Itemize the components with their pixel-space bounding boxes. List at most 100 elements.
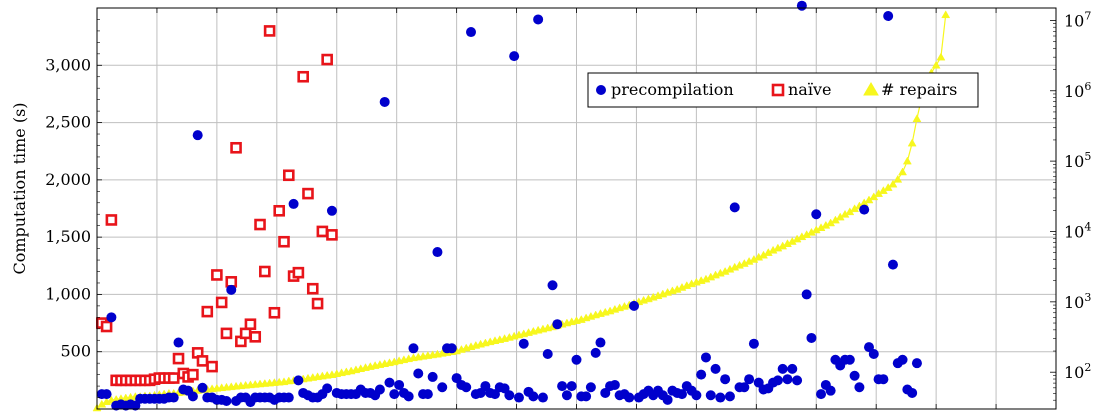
precompilation-point [777,363,788,374]
precompilation-point [537,392,548,403]
precompilation-point [590,347,601,358]
precompilation-point [724,391,735,402]
series-naive [95,25,338,387]
precompilation-point [326,205,337,216]
precompilation-point [624,392,635,403]
repairs-point [898,167,907,176]
tick-exponent: 5 [1084,150,1091,163]
precompilation-point [533,14,544,25]
precompilation-point [518,338,529,349]
repairs-point [941,10,951,19]
precompilation-point [748,338,759,349]
tick-exponent: 7 [1084,9,1091,22]
precompilation-point [792,375,803,386]
naive-point [326,229,338,241]
precompilation-point [427,371,438,382]
repairs-point [907,138,917,147]
precompilation-point [581,391,592,402]
precompilation-point [897,354,908,365]
precompilation-point [106,312,117,323]
precompilation-point [705,390,716,401]
right-axis-tick-labels: 102 103 104 105 106 107 [1064,9,1091,382]
y-left-tick-label: 1,500 [45,227,91,246]
precompilation-point [662,394,673,405]
y-left-tick-label: 2,500 [45,113,91,132]
naive-point [167,372,180,384]
precompilation-point [432,247,443,258]
naive-point [206,360,218,373]
y-left-tick-label: 2,000 [45,170,91,189]
naive-point [316,225,329,238]
series-precompilation [96,0,922,411]
precompilation-point [293,375,304,386]
naive-point [306,282,319,295]
naive-point [273,204,286,217]
precompilation-point [887,259,898,270]
naive-point [249,331,262,343]
precompilation-point [101,389,112,400]
precompilation-point [715,392,726,403]
precompilation-point [844,354,855,365]
precompilation-point [547,280,558,291]
tick-exponent: 3 [1084,291,1091,304]
naive-point [282,169,295,182]
y-right-tick-label: 104 [1064,220,1091,241]
grid-lines [97,8,1056,409]
precompilation-point [504,390,515,401]
precompilation-point [422,389,433,400]
naive-point [239,327,252,340]
precompilation-point [729,202,740,213]
precompilation-point [744,374,755,385]
precompilation-point [595,337,606,348]
precompilation-point [566,381,577,392]
naive-point [268,306,281,319]
naive-point [187,368,199,381]
precompilation-point [676,389,687,400]
axis-ticks [97,8,1056,410]
naive-point [311,297,324,310]
legend-marker-repairs [863,82,879,96]
precompilation-point [197,382,208,393]
precompilation-point [907,387,918,398]
precompilation-point [509,51,520,62]
precompilation-point [528,391,539,402]
y-left-tick-label: 1,000 [45,284,91,303]
precompilation-point [446,343,457,354]
naive-point [220,327,233,340]
precompilation-point [816,389,827,400]
precompilation-point [552,319,563,330]
y-right-tick-label: 105 [1064,150,1091,171]
precompilation-point [696,369,707,380]
y-right-tick-label: 106 [1064,80,1091,101]
repairs-point [902,156,912,165]
naive-point [100,320,113,333]
y-right-tick-label: 103 [1064,291,1091,312]
precompilation-point [466,27,477,38]
tick-exponent: 4 [1084,220,1091,233]
precompilation-point [221,395,232,406]
naive-point [263,25,276,37]
naive-point [172,352,185,365]
naive-point [292,266,305,279]
repairs-point [936,52,946,61]
precompilation-point [854,382,865,393]
precompilation-point [585,382,596,393]
precompilation-point [561,390,572,401]
precompilation-point [374,384,385,395]
precompilation-point [849,370,860,381]
precompilation-point [461,382,472,393]
repairs-point [931,60,941,69]
naive-point [215,296,228,309]
precompilation-point [542,349,553,360]
tick-exponent: 2 [1084,361,1091,374]
y-axis-label: Computation time (s) [10,102,29,274]
legend-marker-naive [771,83,785,97]
tick-exponent: 6 [1084,80,1091,93]
y-left-tick-label: 500 [60,342,91,361]
legend-label-naive: naïve [788,80,831,99]
precompilation-point [557,381,568,392]
precompilation-point [801,289,812,300]
precompilation-point [513,392,524,403]
precompilation-point [700,352,711,363]
